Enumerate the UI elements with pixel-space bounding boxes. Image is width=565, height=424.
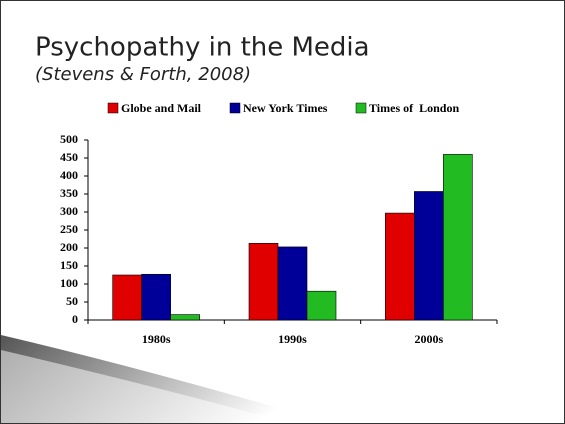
y-tick-label: 50 (66, 294, 78, 308)
bar (141, 273, 171, 321)
bar (414, 191, 444, 321)
bar (170, 314, 200, 321)
y-tick-label: 450 (60, 150, 78, 164)
x-tick-label: 1990s (278, 332, 307, 346)
y-tick-label: 150 (60, 258, 78, 272)
swoosh-highlight (1, 350, 290, 423)
x-tick-label: 1980s (142, 332, 171, 346)
title: Psychopathy in the Media (35, 33, 370, 63)
x-tick-label: 2000s (414, 332, 443, 346)
legend-label: New York Times (243, 101, 328, 115)
y-tick-label: 400 (60, 168, 78, 182)
y-tick-label: 350 (60, 186, 78, 200)
subtitle: (Stevens & Forth, 2008) (35, 64, 251, 85)
legend-label: Times of London (369, 101, 459, 115)
y-tick-label: 0 (72, 312, 78, 326)
bar (385, 212, 415, 321)
y-tick-label: 100 (60, 276, 78, 290)
y-tick-label: 500 (60, 132, 78, 146)
bar (112, 274, 142, 321)
legend-swatch (107, 102, 119, 114)
bar (306, 290, 337, 321)
legend-label: Globe and Mail (121, 101, 202, 115)
legend-swatch (355, 102, 367, 114)
y-tick-label: 250 (60, 222, 78, 236)
bar (277, 246, 308, 321)
bar (443, 154, 473, 321)
bar (248, 243, 279, 321)
y-tick-label: 200 (60, 240, 78, 254)
y-tick-label: 300 (60, 204, 78, 218)
legend-swatch (229, 102, 241, 114)
